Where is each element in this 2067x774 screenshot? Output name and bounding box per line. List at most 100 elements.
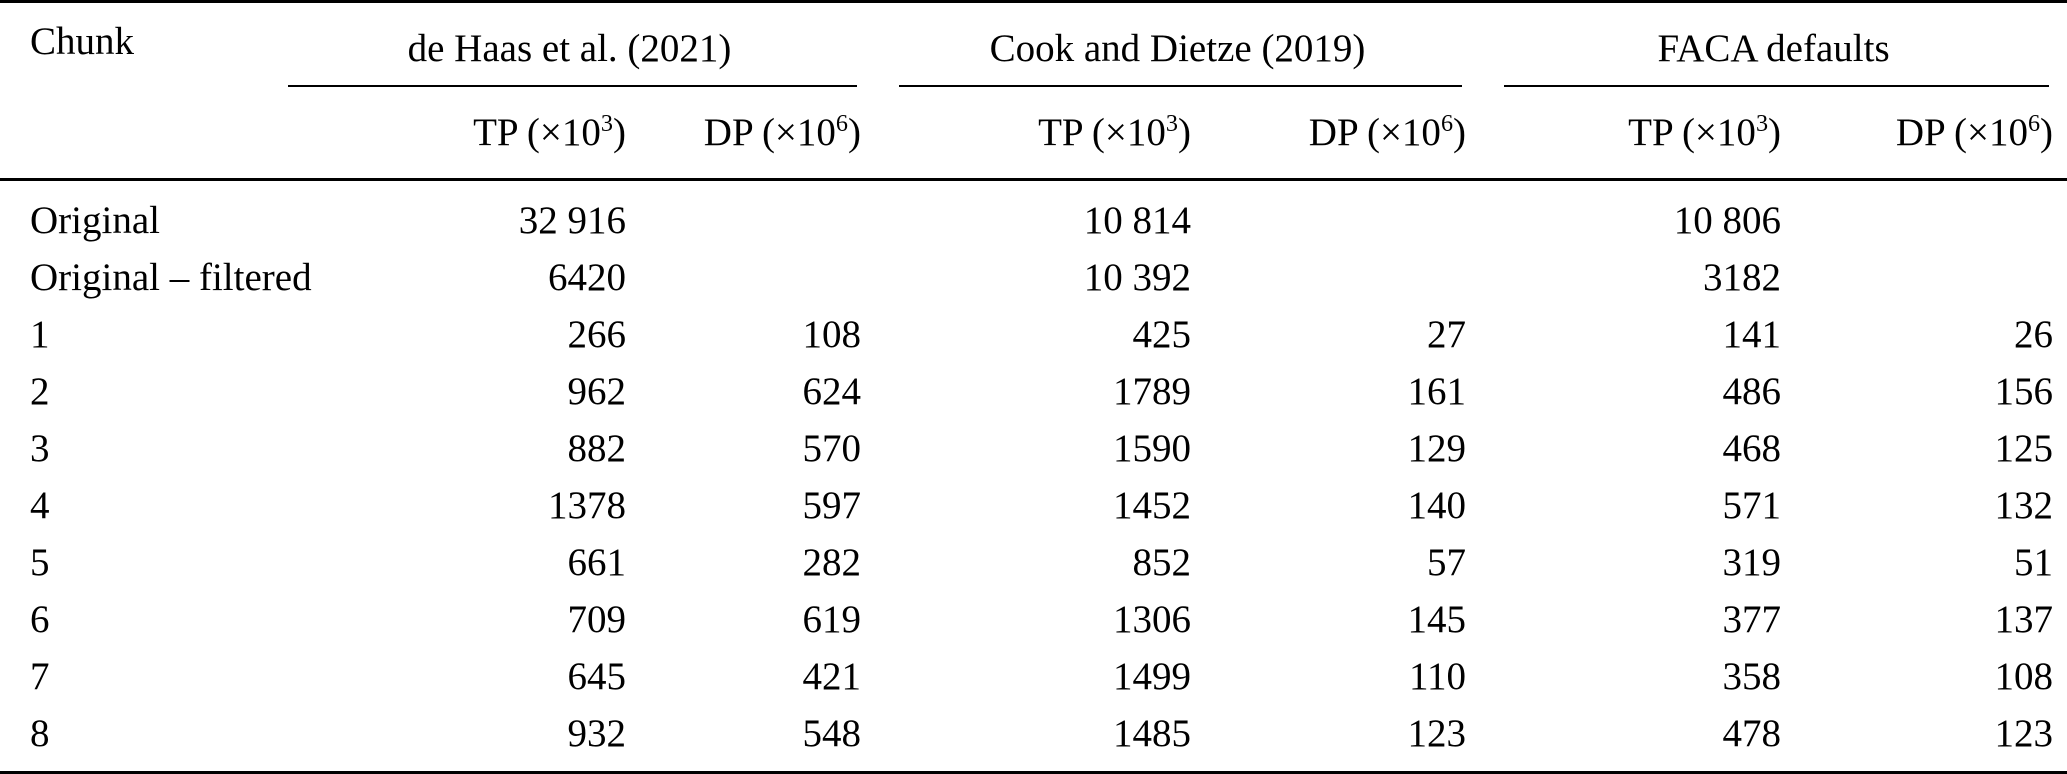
value-cell: 57 <box>1427 541 1467 584</box>
value-cell: 140 <box>1407 484 1467 527</box>
value-cell: 161 <box>1407 370 1467 413</box>
subheader-row: TP (×103) DP (×106) TP (×103) DP (×106) … <box>0 87 2067 180</box>
value-cell: 6420 <box>548 256 626 299</box>
value-cell: 110 <box>1408 655 1467 698</box>
value-cell <box>1795 180 2067 250</box>
value-cell: 377 <box>1722 598 1782 641</box>
table-row-chunk-4: 4 1378 597 1452 140 571 132 <box>0 477 2067 534</box>
value-cell: 10 814 <box>1083 199 1192 242</box>
value-cell: 125 <box>1994 427 2054 470</box>
value-cell: 51 <box>2014 541 2054 584</box>
value-cell: 421 <box>802 655 862 698</box>
value-cell: 10 392 <box>1083 256 1192 299</box>
subheader-tp-faca: TP (×103) <box>1480 87 1795 180</box>
value-cell: 26 <box>2014 313 2054 356</box>
value-cell: 486 <box>1722 370 1782 413</box>
value-cell <box>1795 249 2067 306</box>
subheader-dp-cook-dietze: DP (×106) <box>1205 87 1480 180</box>
group-header-faca-defaults: FACA defaults <box>1480 2 2067 88</box>
value-cell: 123 <box>1407 712 1467 755</box>
subheader-text: ) <box>613 111 626 154</box>
chunk-label: 1 <box>30 313 50 356</box>
table-row-chunk-6: 6 709 619 1306 145 377 137 <box>0 591 2067 648</box>
value-cell <box>640 249 875 306</box>
column-header-chunk: Chunk <box>30 20 135 63</box>
chunk-label: 8 <box>30 712 50 755</box>
group-header-row: Chunk de Haas et al. (2021) Cook and Die… <box>0 2 2067 88</box>
subheader-exponent: 3 <box>600 110 613 137</box>
value-cell: 1485 <box>1113 712 1192 755</box>
table-row-chunk-1: 1 266 108 425 27 141 26 <box>0 306 2067 363</box>
value-cell: 962 <box>567 370 627 413</box>
value-cell: 129 <box>1407 427 1467 470</box>
value-cell: 123 <box>1994 712 2054 755</box>
table-body: Original 32 916 10 814 10 806 Original –… <box>0 180 2067 773</box>
value-cell: 624 <box>802 370 862 413</box>
subheader-text: TP (×10 <box>1628 111 1756 154</box>
value-cell: 570 <box>802 427 862 470</box>
chunk-label: 3 <box>30 427 50 470</box>
subheader-text: ) <box>1768 111 1782 154</box>
value-cell: 1590 <box>1113 427 1192 470</box>
subheader-tp-de-haas: TP (×103) <box>264 87 640 180</box>
value-cell: 425 <box>1132 313 1192 356</box>
subheader-text: TP (×10 <box>1038 111 1166 154</box>
value-cell: 1306 <box>1113 598 1192 641</box>
value-cell: 548 <box>802 712 862 755</box>
subheader-exponent: 3 <box>1755 110 1769 137</box>
value-cell: 137 <box>1994 598 2054 641</box>
value-cell: 108 <box>1994 655 2054 698</box>
value-cell: 132 <box>1994 484 2054 527</box>
subheader-tp-cook-dietze: TP (×103) <box>875 87 1205 180</box>
chunk-label: 5 <box>30 541 50 584</box>
value-cell: 266 <box>567 313 627 356</box>
value-cell: 1499 <box>1113 655 1192 698</box>
value-cell: 619 <box>802 598 862 641</box>
value-cell: 32 916 <box>518 199 626 242</box>
table-header: Chunk de Haas et al. (2021) Cook and Die… <box>0 2 2067 180</box>
table-row-original-filtered: Original – filtered 6420 10 392 3182 <box>0 249 2067 306</box>
group-header-de-haas: de Haas et al. (2021) <box>264 2 875 88</box>
chunk-label: 4 <box>30 484 50 527</box>
subheader-text: ) <box>2040 111 2054 154</box>
value-cell: 1452 <box>1113 484 1192 527</box>
subheader-text: ) <box>1453 111 1467 154</box>
subheader-text: ) <box>848 111 862 154</box>
value-cell: 145 <box>1407 598 1467 641</box>
value-cell: 661 <box>567 541 627 584</box>
value-cell: 709 <box>567 598 627 641</box>
subheader-dp-de-haas: DP (×106) <box>640 87 875 180</box>
subheader-exponent: 6 <box>2027 110 2041 137</box>
group-header-cook-dietze: Cook and Dietze (2019) <box>875 2 1480 88</box>
value-cell: 27 <box>1427 313 1467 356</box>
subheader-dp-faca: DP (×106) <box>1795 87 2067 180</box>
subheader-text: DP (×10 <box>703 111 836 154</box>
value-cell: 478 <box>1722 712 1782 755</box>
value-cell: 882 <box>567 427 627 470</box>
chunk-label: Original – filtered <box>30 256 312 299</box>
table-row-chunk-2: 2 962 624 1789 161 486 156 <box>0 363 2067 420</box>
chunk-label: 2 <box>30 370 50 413</box>
subheader-text: DP (×10 <box>1895 111 2028 154</box>
table-row-chunk-7: 7 645 421 1499 110 358 108 <box>0 648 2067 705</box>
subheader-text: DP (×10 <box>1308 111 1441 154</box>
value-cell <box>640 180 875 250</box>
table-row-original: Original 32 916 10 814 10 806 <box>0 180 2067 250</box>
value-cell: 852 <box>1132 541 1192 584</box>
table-row-chunk-8: 8 932 548 1485 123 478 123 <box>0 705 2067 773</box>
value-cell: 358 <box>1722 655 1782 698</box>
value-cell: 645 <box>567 655 627 698</box>
value-cell: 932 <box>567 712 627 755</box>
chunk-label: 7 <box>30 655 50 698</box>
value-cell: 141 <box>1722 313 1782 356</box>
value-cell: 571 <box>1722 484 1782 527</box>
value-cell: 282 <box>802 541 862 584</box>
value-cell: 3182 <box>1703 256 1782 299</box>
subheader-exponent: 6 <box>835 110 849 137</box>
table-row-chunk-5: 5 661 282 852 57 319 51 <box>0 534 2067 591</box>
value-cell <box>1205 249 1480 306</box>
value-cell <box>1205 180 1480 250</box>
value-cell: 1789 <box>1113 370 1192 413</box>
value-cell: 468 <box>1722 427 1782 470</box>
